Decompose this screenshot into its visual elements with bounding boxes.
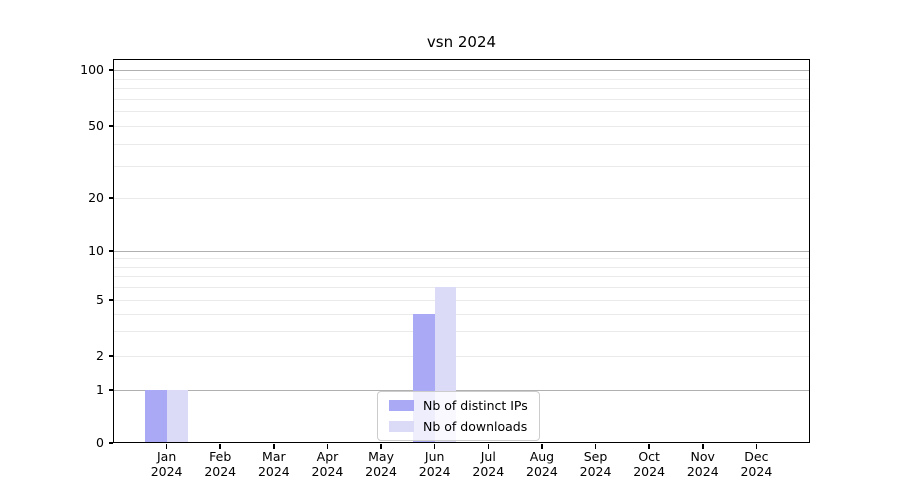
x-tick-label-may: May 2024 — [341, 449, 421, 479]
x-label-year: 2024 — [257, 464, 290, 479]
x-tick-mar — [273, 444, 275, 449]
gridline-major-1 — [114, 390, 809, 391]
x-tick-sep — [594, 444, 597, 449]
x-tick-label-aug: Aug 2024 — [502, 449, 582, 479]
x-tick-label-dec: Dec 2024 — [716, 449, 796, 479]
x-label-year: 2024 — [150, 464, 183, 479]
x-label-year: 2024 — [526, 464, 558, 479]
y-tick-100 — [108, 69, 113, 71]
gridline-major-100 — [114, 70, 809, 71]
gridline-minor-50 — [114, 126, 809, 127]
legend-swatch-distinct-ips — [389, 400, 414, 411]
x-label-month: Mar — [262, 449, 286, 464]
x-label-year: 2024 — [204, 464, 237, 479]
gridline-minor-2 — [114, 356, 809, 357]
x-label-year: 2024 — [311, 464, 344, 479]
x-tick-label-oct: Oct 2024 — [609, 449, 689, 479]
y-tick-5 — [108, 299, 113, 301]
plot-area — [113, 59, 810, 443]
gridline-minor-4 — [114, 313, 809, 315]
gridline-major-10 — [114, 251, 809, 252]
x-label-year: 2024 — [365, 464, 397, 479]
gridline-minor-30 — [114, 166, 809, 168]
x-label-year: 2024 — [686, 464, 719, 479]
x-tick-label-nov: Nov 2024 — [663, 449, 743, 479]
x-label-month: Dec — [744, 449, 769, 464]
y-tick-label-1: 1 — [96, 382, 104, 397]
y-tick-1 — [108, 389, 113, 391]
x-tick-oct — [648, 444, 650, 449]
gridline-minor-70 — [114, 98, 809, 100]
x-tick-label-jul: Jul 2024 — [448, 449, 528, 479]
gridline-minor-60 — [114, 111, 809, 113]
y-tick-label-100: 100 — [80, 62, 104, 77]
x-label-month: Jul — [480, 449, 496, 464]
x-label-year: 2024 — [740, 464, 773, 479]
x-label-month: Feb — [209, 449, 232, 464]
x-tick-jun — [433, 444, 436, 449]
legend-label-distinct-ips: Nb of distinct IPs — [423, 398, 528, 413]
x-label-month: Oct — [638, 449, 660, 464]
gridline-minor-40 — [114, 143, 809, 145]
bar-downloads-jan — [166, 390, 189, 442]
gridline-minor-20 — [114, 198, 809, 199]
x-tick-label-jun: Jun 2024 — [395, 449, 475, 479]
x-label-month: May — [368, 449, 394, 464]
y-tick-label-0: 0 — [96, 435, 104, 450]
chart-title: vsn 2024 — [426, 33, 497, 51]
y-tick-label-20: 20 — [88, 190, 104, 205]
gridline-minor-9 — [114, 258, 809, 260]
y-tick-10 — [108, 250, 113, 252]
y-tick-0 — [108, 442, 113, 444]
x-label-month: Nov — [690, 449, 715, 464]
gridlines-layer — [114, 60, 809, 442]
x-tick-label-sep: Sep 2024 — [556, 449, 636, 479]
gridline-minor-90 — [114, 78, 809, 80]
y-tick-2 — [108, 355, 113, 357]
x-tick-may — [380, 444, 382, 449]
x-tick-jan — [165, 444, 168, 449]
x-label-year: 2024 — [418, 464, 451, 479]
legend-item-distinct-ips: Nb of distinct IPs — [389, 397, 528, 414]
y-tick-label-2: 2 — [96, 348, 104, 363]
x-label-year: 2024 — [579, 464, 612, 479]
x-tick-label-feb: Feb 2024 — [180, 449, 260, 479]
gridline-minor-5 — [114, 300, 809, 301]
x-label-year: 2024 — [633, 464, 666, 479]
x-tick-apr — [326, 444, 329, 449]
y-tick-50 — [108, 125, 113, 127]
y-tick-label-5: 5 — [96, 292, 104, 307]
x-tick-nov — [702, 444, 704, 449]
bar-distinct-ips-jan — [145, 390, 167, 442]
legend-swatch-downloads — [389, 421, 414, 432]
legend: Nb of distinct IPs Nb of downloads — [377, 391, 540, 441]
gridline-minor-6 — [114, 287, 809, 289]
x-label-month: Aug — [529, 449, 555, 464]
bars-layer — [114, 60, 809, 442]
gridline-minor-3 — [114, 331, 809, 333]
x-label-month: Jun — [424, 449, 445, 464]
y-tick-label-10: 10 — [88, 243, 104, 258]
gridline-minor-8 — [114, 266, 809, 268]
x-label-month: Jan — [156, 449, 177, 464]
x-tick-dec — [755, 444, 758, 449]
legend-label-downloads: Nb of downloads — [423, 419, 528, 434]
gridline-minor-7 — [114, 276, 809, 278]
x-label-month: Apr — [316, 449, 339, 464]
x-tick-aug — [541, 444, 543, 449]
x-label-year: 2024 — [472, 464, 505, 479]
x-tick-label-mar: Mar 2024 — [234, 449, 314, 479]
x-tick-jul — [487, 444, 490, 449]
x-tick-feb — [219, 444, 221, 449]
x-label-month: Sep — [583, 449, 608, 464]
x-tick-label-jan: Jan 2024 — [127, 449, 207, 479]
y-tick-label-50: 50 — [88, 118, 104, 133]
x-tick-label-apr: Apr 2024 — [287, 449, 367, 479]
gridline-minor-80 — [114, 88, 809, 90]
y-tick-20 — [108, 197, 113, 199]
legend-item-downloads: Nb of downloads — [389, 418, 528, 435]
